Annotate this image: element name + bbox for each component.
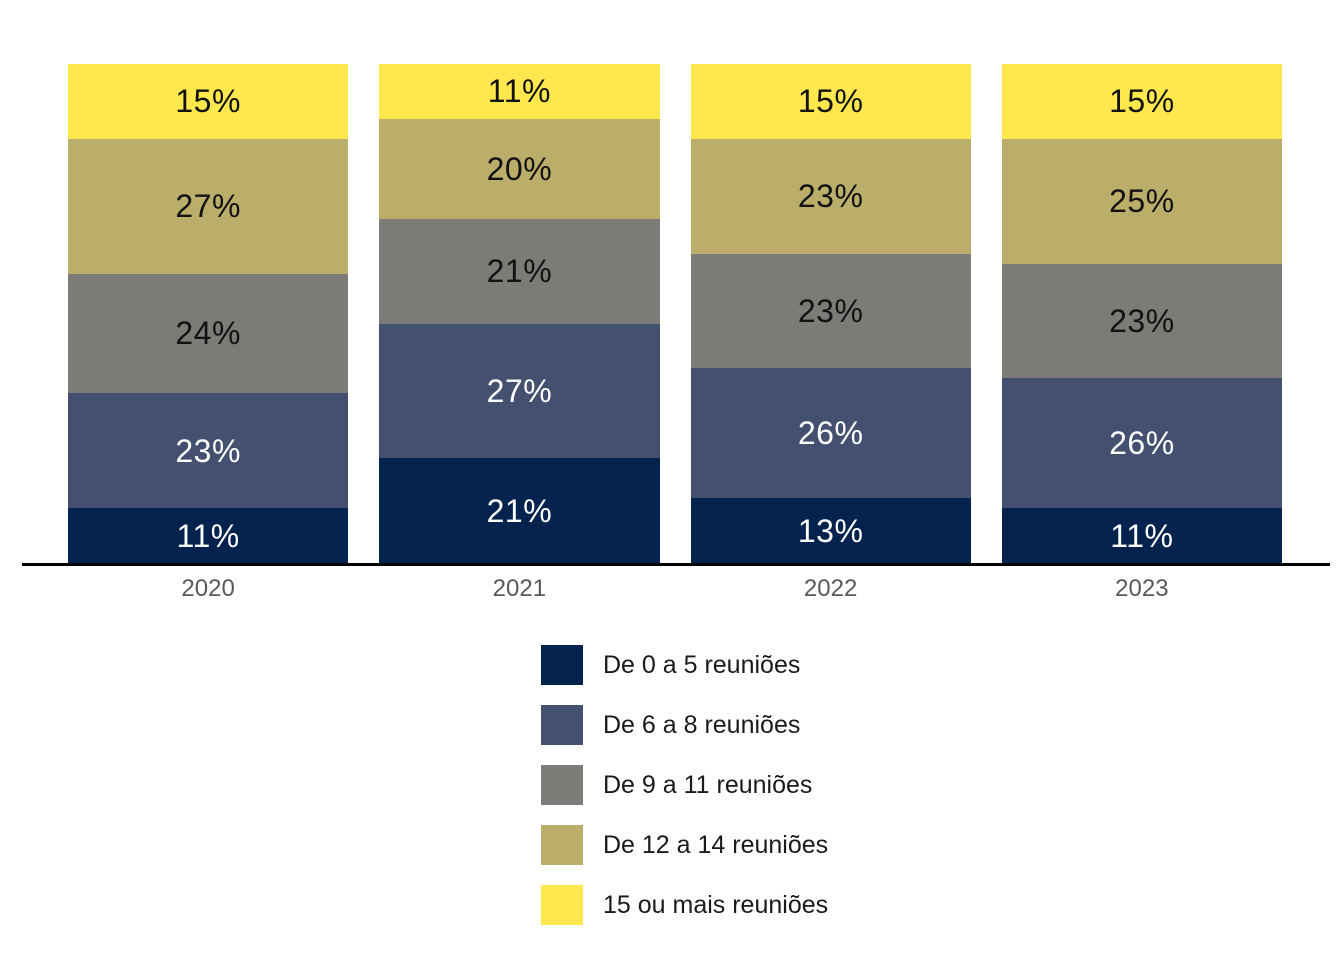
legend-swatch-icon (541, 705, 583, 745)
bar-segment-series3: 20% (379, 118, 660, 219)
segment-value-label: 21% (486, 492, 553, 529)
segment-value-label: 15% (1109, 83, 1175, 120)
segment-value-label: 26% (1109, 425, 1175, 462)
segment-value-label: 23% (1109, 303, 1175, 339)
bar-segment-series1: 23% (68, 393, 349, 509)
segment-value-label: 11% (487, 73, 551, 110)
bar-segment-series2: 23% (1001, 263, 1282, 379)
legend-swatch-icon (541, 765, 583, 805)
legend-item-label: De 12 a 14 reuniões (603, 830, 829, 859)
segment-value-label: 11% (1110, 517, 1174, 554)
bar-segment-series4: 15% (68, 64, 349, 139)
x-axis-labels: 2020 2021 2022 2023 (68, 574, 1282, 601)
legend-item-label: De 9 a 11 reuniões (603, 770, 813, 799)
x-axis-label-2020: 2020 (181, 575, 235, 602)
bar-segment-series0: 21% (379, 458, 660, 563)
legend-item-1: De 6 a 8 reuniões (541, 705, 828, 745)
legend-item-label: 15 ou mais reuniões (603, 890, 829, 919)
segment-value-label: 23% (797, 178, 864, 215)
segment-value-label: 27% (175, 188, 241, 225)
bar-segment-series3: 23% (690, 138, 971, 254)
segment-value-label: 15% (797, 83, 864, 120)
legend: De 0 a 5 reuniões De 6 a 8 reuniões De 9 a… (541, 645, 828, 925)
bar-segment-series2: 23% (690, 253, 971, 369)
legend-swatch-icon (541, 645, 583, 685)
x-axis-label-2021: 2021 (492, 575, 547, 602)
segment-value-label: 24% (175, 315, 241, 352)
legend-swatch-icon (541, 885, 583, 925)
segment-value-label: 23% (797, 293, 864, 330)
segment-value-label: 15% (175, 83, 241, 120)
legend-swatch-icon (541, 825, 583, 865)
segment-value-label: 21% (486, 253, 553, 290)
legend-item-label: De 0 a 5 reuniões (603, 650, 801, 679)
x-axis-line (22, 563, 1330, 566)
legend-item-label: De 6 a 8 reuniões (603, 710, 801, 739)
legend-item-2: De 9 a 11 reuniões (541, 765, 828, 805)
segment-value-label: 11% (176, 517, 240, 554)
bar-segment-series1: 26% (1001, 378, 1282, 509)
bar-segment-series1: 27% (379, 323, 660, 459)
segment-value-label: 25% (1109, 183, 1175, 220)
bar-segment-series2: 21% (379, 218, 660, 324)
legend-item-4: 15 ou mais reuniões (541, 885, 828, 925)
segment-value-label: 26% (797, 415, 864, 452)
bar-segment-series4: 15% (1001, 64, 1282, 139)
x-axis-label-2023: 2023 (1115, 575, 1169, 602)
bar-segment-series4: 15% (690, 64, 971, 139)
segment-value-label: 27% (486, 372, 553, 409)
bar-segment-series0: 11% (1001, 508, 1282, 563)
stacked-bar-2022: 13% 26% 23% 23% 15% (690, 64, 971, 563)
bar-segment-series0: 13% (690, 498, 971, 563)
legend-item-3: De 12 a 14 reuniões (541, 825, 828, 865)
segment-value-label: 23% (175, 432, 241, 469)
plot-area: 11% 23% 24% 27% 15% 21% 27% 21% 20% 11% 13% 26% 23% 2… (68, 64, 1282, 563)
stacked-bar-2023: 11% 26% 23% 25% 15% (1001, 64, 1282, 563)
bar-segment-series1: 26% (690, 368, 971, 499)
bar-segment-series0: 11% (68, 508, 349, 563)
bar-segment-series3: 25% (1001, 138, 1282, 264)
segment-value-label: 20% (486, 150, 553, 187)
stacked-bar-2020: 11% 23% 24% 27% 15% (68, 64, 349, 563)
stacked-bar-2021: 21% 27% 21% 20% 11% (379, 64, 660, 563)
x-axis-label-2022: 2022 (803, 575, 858, 602)
bar-segment-series3: 27% (68, 138, 349, 274)
segment-value-label: 13% (797, 512, 864, 549)
bar-segment-series2: 24% (68, 273, 349, 394)
legend-item-0: De 0 a 5 reuniões (541, 645, 828, 685)
bar-segment-series4: 11% (379, 64, 660, 119)
